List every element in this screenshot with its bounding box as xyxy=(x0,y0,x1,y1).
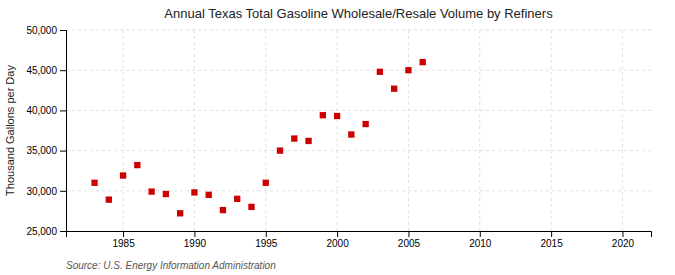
x-tick: 1995 xyxy=(255,231,278,249)
point xyxy=(362,121,368,127)
title: Annual Texas Total Gasoline Wholesale/Re… xyxy=(164,6,553,21)
point xyxy=(163,191,169,197)
point xyxy=(134,162,140,168)
point xyxy=(334,113,340,119)
point xyxy=(291,135,297,141)
point xyxy=(377,69,383,75)
grid-line xyxy=(66,150,651,151)
point xyxy=(234,196,240,202)
point xyxy=(206,192,212,198)
y-axis-title: Thousand Gallons per Day xyxy=(4,65,16,196)
x-tick-mark xyxy=(622,231,623,237)
x-tick-mark xyxy=(123,231,124,237)
x-tick-label: 2020 xyxy=(612,238,635,249)
y-tick: 35,000 xyxy=(26,145,66,156)
point xyxy=(263,180,269,186)
y-tick-label: 35,000 xyxy=(26,145,57,156)
x-tick-label: 2010 xyxy=(469,238,492,249)
y-tick-mark xyxy=(60,151,66,152)
x-tick: 2000 xyxy=(326,231,349,249)
grid-line xyxy=(66,70,651,71)
point xyxy=(348,131,354,137)
x-tick-mark xyxy=(266,231,267,237)
x-tick-mark xyxy=(337,231,338,237)
x-tick-label: 2000 xyxy=(326,238,349,249)
x-tick-label: 1985 xyxy=(112,238,135,249)
x-tick-mark xyxy=(551,231,552,237)
y-tick-label: 25,000 xyxy=(26,226,57,237)
grid-line xyxy=(479,30,480,231)
grid-line xyxy=(337,30,338,231)
x-axis-line xyxy=(67,232,652,238)
y-tick: 40,000 xyxy=(26,105,66,116)
grid-line xyxy=(194,30,195,231)
grid-line xyxy=(123,30,124,231)
y-tick-label: 50,000 xyxy=(26,25,57,36)
x-tick-label: 2005 xyxy=(398,238,421,249)
grid-line xyxy=(551,30,552,231)
x-tick: 1985 xyxy=(112,231,135,249)
y-tick-mark xyxy=(60,70,66,71)
point xyxy=(248,204,254,210)
point xyxy=(191,189,197,195)
y-tick-label: 40,000 xyxy=(26,105,57,116)
x-tick-mark xyxy=(480,231,481,237)
y-tick: 30,000 xyxy=(26,186,66,197)
source: Source: U.S. Energy Information Administ… xyxy=(66,260,276,271)
y-tick-mark xyxy=(60,110,66,111)
y-tick-label: 30,000 xyxy=(26,186,57,197)
y-axis-line xyxy=(60,31,67,232)
x-tick: 2010 xyxy=(469,231,492,249)
y-tick-mark xyxy=(60,30,66,31)
x-tick-label: 1990 xyxy=(184,238,207,249)
grid-line xyxy=(66,30,651,31)
point xyxy=(420,59,426,65)
x-tick-mark xyxy=(408,231,409,237)
point xyxy=(106,196,112,202)
y-tick-mark xyxy=(60,191,66,192)
point xyxy=(220,207,226,213)
x-tick: 1990 xyxy=(184,231,207,249)
grid-line xyxy=(265,30,266,231)
y-tick: 50,000 xyxy=(26,25,66,36)
point xyxy=(148,188,154,194)
y-axis: 25,000 30,000 35,000 40,000 45,000 50,000 xyxy=(26,25,66,237)
y-tick-mark xyxy=(60,231,66,232)
point xyxy=(305,138,311,144)
chart: Annual Texas Total Gasoline Wholesale/Re… xyxy=(0,0,675,275)
x-tick-mark xyxy=(194,231,195,237)
y-tick: 25,000 xyxy=(26,226,66,237)
point xyxy=(391,86,397,92)
grid-line xyxy=(66,110,651,111)
y-tick-label: 45,000 xyxy=(26,65,57,76)
x-tick-label: 2015 xyxy=(540,238,563,249)
grid-line xyxy=(408,30,409,231)
point xyxy=(277,147,283,153)
point xyxy=(320,112,326,118)
x-axis: 1985 1990 1995 2000 2005 2010 2015 2020 xyxy=(67,231,652,249)
points xyxy=(91,59,425,216)
point xyxy=(91,180,97,186)
point xyxy=(120,172,126,178)
grid-line xyxy=(622,30,623,231)
x-tick: 2015 xyxy=(540,231,563,249)
plot: 1985 1990 1995 2000 2005 2010 2015 2020 25,000 30… xyxy=(26,25,651,249)
grid xyxy=(66,30,651,231)
x-tick: 2005 xyxy=(398,231,421,249)
x-tick-label: 1995 xyxy=(255,238,278,249)
x-tick: 2020 xyxy=(612,231,635,249)
y-tick: 45,000 xyxy=(26,65,66,76)
point xyxy=(405,67,411,73)
point xyxy=(177,210,183,216)
